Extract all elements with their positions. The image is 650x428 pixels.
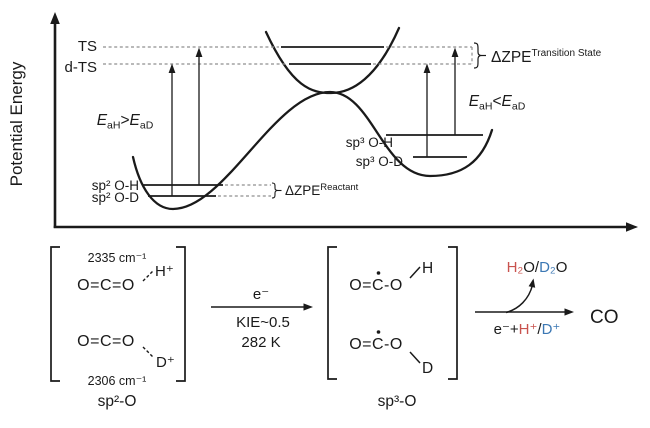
- radical-d-formula: O=C-O: [349, 336, 403, 353]
- co2-h-formula: O=C=O: [77, 277, 135, 294]
- byproduct-o2: O: [556, 259, 568, 276]
- byproduct-curved-arrow: [505, 284, 534, 314]
- h-atom-label: H: [422, 260, 433, 277]
- ea-h-right-arrowhead-icon: [451, 47, 459, 57]
- y-axis-label: Potential Energy: [7, 61, 26, 186]
- step2-reagents-label: e⁻+H⁺/D⁺: [494, 321, 561, 338]
- ea-right-sub1: aH: [479, 101, 492, 113]
- byproduct-arrowhead-icon: [528, 278, 536, 288]
- byproduct-label: H₂O/D₂O: [507, 259, 568, 276]
- byproduct-h2: H₂: [507, 259, 524, 276]
- zpe-ts-brace: [473, 42, 482, 69]
- intermediate-bracket-right: [448, 246, 458, 380]
- reactant-bracket-right: [176, 246, 186, 382]
- od-bond: [409, 351, 421, 364]
- d-ion-label: D⁺: [156, 354, 175, 371]
- zpe-transition-label: ΔZPETransition State: [491, 48, 602, 66]
- ea-d-left-arrowhead-icon: [168, 63, 176, 73]
- ea-left-sym1: E: [97, 112, 108, 129]
- x-axis-arrowhead-icon: [626, 222, 638, 232]
- zpe-reactant-brace: [271, 182, 279, 199]
- sp2-od-label: sp² O-D: [92, 190, 140, 205]
- radical-dot-bottom-icon: [376, 330, 381, 334]
- step2-slash: /: [537, 321, 542, 338]
- step2-electron: e⁻+: [494, 321, 519, 338]
- h-ion-label: H⁺: [155, 263, 174, 280]
- step2-h-ion: H⁺: [519, 321, 538, 338]
- byproduct-o1: O/: [523, 259, 540, 276]
- co2-d-formula: O=C=O: [77, 333, 135, 350]
- ea-left-sub2: aD: [140, 120, 154, 132]
- sp3-o-caption: sp³-O: [378, 393, 417, 410]
- y-axis-arrowhead-icon: [50, 12, 60, 24]
- freq-d-label: 2306 cm⁻¹: [88, 374, 147, 388]
- ea-left-sym2: E: [130, 112, 141, 129]
- zpe-reactant-sup: Reactant: [320, 182, 358, 193]
- intermediate-bracket-left: [327, 246, 337, 380]
- transition-state-well-curve: [264, 26, 401, 95]
- ea-right-op: <: [492, 93, 501, 110]
- ea-right-sym2: E: [502, 93, 513, 110]
- sp3-oh-label: sp³ O-H: [346, 135, 393, 150]
- d-bond-dashed: [142, 346, 154, 358]
- h-bond-dashed: [142, 270, 154, 282]
- ea-right-label: EaH<EaD: [469, 93, 526, 113]
- sp3-od-label: sp³ O-D: [356, 154, 404, 169]
- oh-bond: [409, 266, 421, 279]
- reactant-bracket-left: [50, 246, 60, 382]
- zpe-transition-sup: Transition State: [532, 48, 602, 59]
- byproduct-d2: D₂: [539, 259, 556, 276]
- step1-arrowhead-icon: [303, 303, 313, 311]
- temperature-label: 282 K: [241, 334, 280, 351]
- electron-label: e⁻: [253, 286, 269, 303]
- step2-arrowhead-icon: [564, 308, 574, 316]
- ea-right-sub2: aD: [512, 101, 526, 113]
- freq-h-label: 2335 cm⁻¹: [88, 251, 147, 265]
- d-atom-label: D: [422, 360, 433, 377]
- kie-label: KIE~0.5: [236, 314, 290, 331]
- step2-d-ion: D⁺: [542, 321, 561, 338]
- ea-left-op: >: [120, 112, 129, 129]
- sp2-o-caption: sp²-O: [98, 393, 137, 410]
- ea-right-sym1: E: [469, 93, 480, 110]
- dts-label: d-TS: [64, 59, 97, 76]
- product-label: CO: [590, 307, 619, 328]
- zpe-transition-main: ΔZPE: [491, 49, 532, 66]
- ts-label: TS: [78, 38, 97, 55]
- ea-h-left-arrowhead-icon: [195, 47, 203, 57]
- ea-left-sub1: aH: [107, 120, 120, 132]
- radical-h-formula: O=C-O: [349, 277, 403, 294]
- sp2-oh-label: sp² O-H: [92, 178, 139, 193]
- ea-left-label: EaH>EaD: [97, 112, 154, 132]
- zpe-reactant-label: ΔZPEReactant: [285, 182, 359, 198]
- zpe-reactant-main: ΔZPE: [285, 183, 320, 198]
- radical-dot-top-icon: [376, 271, 381, 275]
- ea-d-right-arrowhead-icon: [423, 63, 431, 73]
